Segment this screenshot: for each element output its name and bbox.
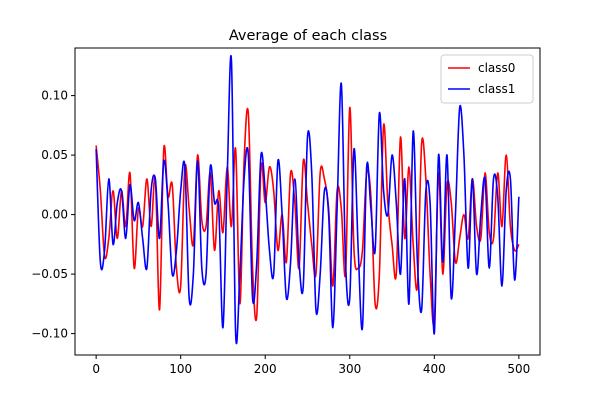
x-tick-label: 200 <box>254 362 277 376</box>
chart-title: Average of each class <box>229 28 387 44</box>
series-group <box>95 55 520 345</box>
y-tick-label: −0.05 <box>31 267 68 281</box>
plot-area: 0 100 200 300 400 500 −0.10 −0.05 0.00 0.05 0.10 <box>31 47 541 376</box>
y-tick-label: 0.05 <box>41 148 68 162</box>
x-tick-label: 300 <box>338 362 361 376</box>
x-tick-label: 100 <box>169 362 192 376</box>
x-axis: 0 100 200 300 400 500 <box>92 355 530 376</box>
legend-label-class1: class1 <box>478 82 515 96</box>
x-tick-label: 500 <box>507 362 530 376</box>
y-tick-label: 0.00 <box>41 208 68 222</box>
legend-label-class0: class0 <box>478 61 515 75</box>
y-tick-label: 0.10 <box>41 89 68 103</box>
axes-frame <box>74 47 541 356</box>
x-tick-label: 0 <box>92 362 100 376</box>
y-tick-label: −0.10 <box>31 327 68 341</box>
series-line-class1 <box>95 55 520 345</box>
x-tick-label: 400 <box>423 362 446 376</box>
y-axis: −0.10 −0.05 0.00 0.05 0.10 <box>31 89 75 341</box>
legend: class0 class1 <box>440 54 534 104</box>
legend-box <box>440 54 534 104</box>
